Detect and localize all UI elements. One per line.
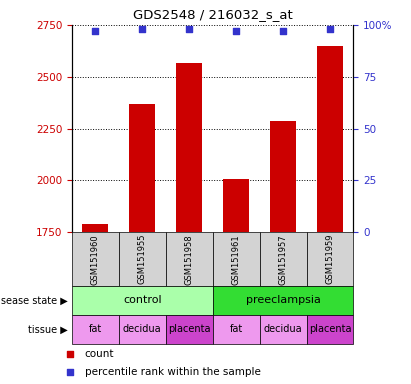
- Point: [233, 28, 240, 34]
- Title: GDS2548 / 216032_s_at: GDS2548 / 216032_s_at: [133, 8, 293, 21]
- Text: count: count: [85, 349, 114, 359]
- Bar: [270, 121, 296, 232]
- Text: placenta: placenta: [168, 324, 210, 334]
- Bar: [317, 46, 343, 232]
- Point: [66, 351, 73, 357]
- Text: GSM151960: GSM151960: [91, 234, 100, 285]
- Bar: [119, 232, 166, 286]
- Point: [186, 26, 192, 32]
- Text: tissue ▶: tissue ▶: [28, 324, 68, 334]
- Text: fat: fat: [89, 324, 102, 334]
- Bar: [307, 232, 353, 286]
- Bar: [176, 63, 202, 232]
- Text: disease state ▶: disease state ▶: [0, 295, 68, 306]
- Text: fat: fat: [229, 324, 243, 334]
- Bar: [83, 224, 108, 232]
- Bar: [223, 179, 249, 232]
- Bar: [119, 315, 166, 344]
- Text: decidua: decidua: [123, 324, 162, 334]
- Bar: [213, 315, 260, 344]
- Point: [139, 26, 145, 32]
- Text: GSM151961: GSM151961: [232, 234, 241, 285]
- Text: placenta: placenta: [309, 324, 351, 334]
- Text: GSM151958: GSM151958: [185, 234, 194, 285]
- Bar: [72, 232, 119, 286]
- Bar: [166, 315, 213, 344]
- Bar: [72, 315, 119, 344]
- Bar: [260, 232, 307, 286]
- Text: decidua: decidua: [264, 324, 302, 334]
- Text: preeclampsia: preeclampsia: [246, 295, 321, 306]
- Point: [66, 369, 73, 375]
- Bar: [213, 286, 353, 315]
- Point: [92, 28, 99, 34]
- Bar: [307, 315, 353, 344]
- Text: GSM151959: GSM151959: [326, 234, 335, 285]
- Text: GSM151957: GSM151957: [279, 234, 288, 285]
- Bar: [129, 104, 155, 232]
- Bar: [213, 232, 260, 286]
- Text: GSM151955: GSM151955: [138, 234, 147, 285]
- Bar: [166, 232, 213, 286]
- Bar: [72, 286, 213, 315]
- Text: control: control: [123, 295, 162, 306]
- Point: [280, 28, 286, 34]
- Point: [327, 26, 333, 32]
- Text: percentile rank within the sample: percentile rank within the sample: [85, 366, 261, 377]
- Bar: [260, 315, 307, 344]
